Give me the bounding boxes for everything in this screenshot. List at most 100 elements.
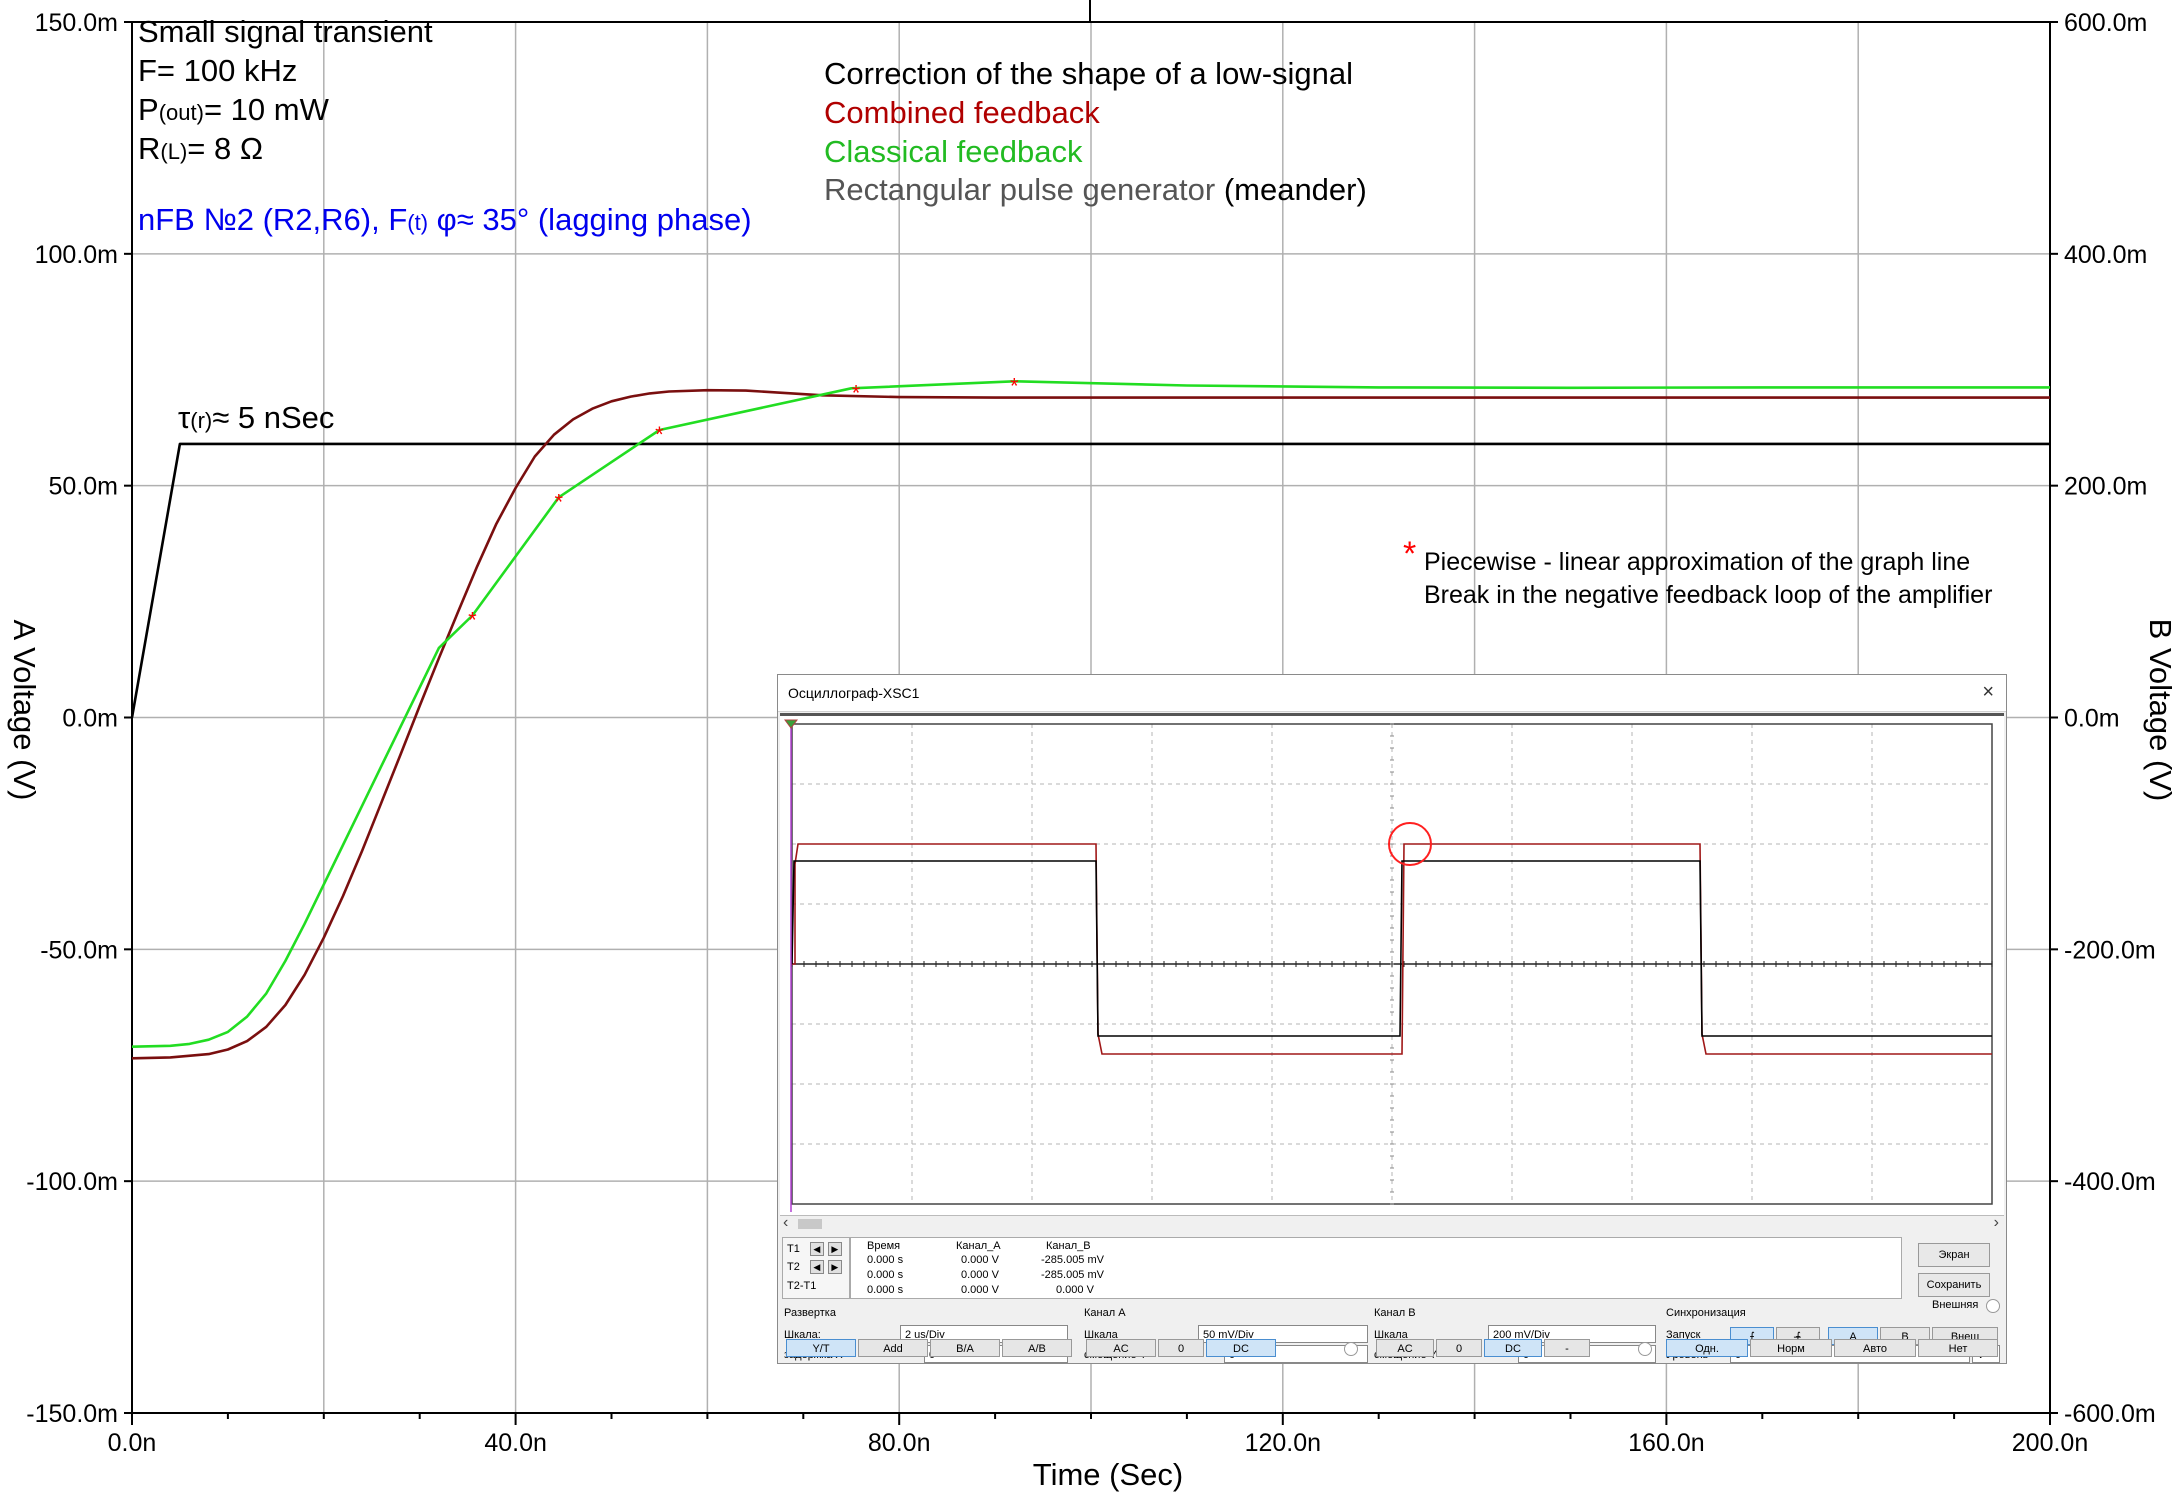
x-tick-label: 40.0n — [484, 1429, 547, 1457]
x-tick-label: 80.0n — [868, 1429, 931, 1457]
osc-cursor-marker-icon — [784, 719, 798, 729]
chart-ticks: 0.0n 40.0n 80.0n 120.0n 160.0n 200.0n 150.0m 10… — [26, 9, 2155, 1457]
oscilloscope-screen — [780, 713, 2004, 1216]
cursor-controls: T1 ◀ ▶ T2 ◀ ▶ T2-T1 — [782, 1237, 850, 1299]
approximation-marker: * — [852, 380, 861, 405]
t2-time: 0.000 s — [867, 1269, 904, 1281]
timebase-header: Развертка — [784, 1307, 836, 1319]
chart-markers: * * * * * — [468, 373, 1019, 632]
add-button[interactable]: Add — [858, 1339, 928, 1357]
header-channel-a: Канал_A — [956, 1240, 1001, 1252]
y-right-tick-label: 200.0m — [2064, 473, 2147, 501]
channel-b-zero-button[interactable]: 0 — [1436, 1339, 1482, 1357]
note-star: * — [1403, 535, 1416, 573]
annotation-pout: P(out)= 10 mW — [138, 92, 330, 127]
osc-highlight-circle — [1388, 822, 1432, 866]
annotation-frequency: F= 100 kHz — [138, 53, 297, 88]
y-left-tick-label: 100.0m — [35, 241, 118, 269]
y-right-tick-label: 400.0m — [2064, 241, 2147, 269]
y-left-tick-label: 0.0m — [62, 705, 118, 733]
approximation-marker: * — [1010, 373, 1019, 398]
x-tick-label: 0.0n — [108, 1429, 157, 1457]
t1-b: -285.005 mV — [1041, 1254, 1104, 1266]
annotation-rise-time: τ(r)≈ 5 nSec — [178, 400, 334, 435]
screen-button[interactable]: Экран — [1918, 1243, 1990, 1267]
scroll-left-icon[interactable]: ‹ — [783, 1214, 789, 1231]
channel-b-scale-label: Шкала — [1374, 1329, 1408, 1341]
y-left-tick-label: -150.0m — [26, 1400, 118, 1428]
approximation-marker: * — [554, 489, 563, 514]
cursor-t2-label: T2 — [787, 1261, 800, 1273]
y-left-tick-label: -100.0m — [26, 1168, 118, 1196]
y-axis-right-title: B Voltage (V) — [2143, 619, 2178, 802]
yt-button[interactable]: Y/T — [786, 1339, 856, 1357]
approximation-marker: * — [468, 607, 477, 632]
timebase-scale-label: Шкала: — [784, 1329, 821, 1341]
horizontal-scrollbar[interactable]: ‹ › — [780, 1214, 2004, 1232]
x-axis-title: Time (Sec) — [1033, 1457, 1183, 1492]
osc-channel-a-trace — [791, 860, 1992, 1037]
scroll-thumb[interactable] — [798, 1219, 822, 1229]
y-axis-left-title: A Voltage (V) — [7, 620, 42, 801]
y-left-tick-label: 50.0m — [49, 473, 118, 501]
t1-time: 0.000 s — [867, 1254, 904, 1266]
channel-b-minus-button[interactable]: - — [1544, 1339, 1590, 1357]
channel-b-dc-button[interactable]: DC — [1484, 1339, 1542, 1357]
delta-b: 0.000 V — [1056, 1284, 1094, 1296]
oscilloscope-title: Осциллограф-XSC1 — [788, 685, 920, 701]
t2-right-arrow-icon[interactable]: ▶ — [827, 1260, 842, 1274]
t1-left-arrow-icon[interactable]: ◀ — [809, 1242, 824, 1256]
trigger-auto-button[interactable]: Авто — [1834, 1339, 1916, 1357]
trigger-normal-button[interactable]: Норм — [1750, 1339, 1832, 1357]
y-right-tick-label: 0.0m — [2064, 705, 2120, 733]
x-tick-label: 160.0n — [1628, 1429, 1704, 1457]
cursor-delta-label: T2-T1 — [787, 1280, 817, 1292]
approximation-marker: * — [655, 422, 664, 447]
channel-a-ac-button[interactable]: AC — [1086, 1339, 1156, 1357]
header-time: Время — [867, 1240, 901, 1252]
note-line-1: Piecewise - linear approximation of the … — [1424, 548, 1970, 576]
trigger-none-button[interactable]: Нет — [1918, 1339, 1998, 1357]
note-line-2: Break in the negative feedback loop of t… — [1424, 581, 1992, 609]
channel-a-scale-field[interactable]: 50 mV/Div — [1198, 1325, 1368, 1343]
oscilloscope-window: Осциллограф-XSC1 × ‹ › T1 ◀ ▶ T2 ◀ ▶ T2-T1 В… — [777, 674, 2007, 1364]
t2-a: 0.000 V — [961, 1269, 999, 1281]
t1-a: 0.000 V — [961, 1254, 999, 1266]
annotation-nfb: nFB №2 (R2,R6), F(t) φ≈ 35° (lagging pha… — [138, 202, 752, 237]
t2-left-arrow-icon[interactable]: ◀ — [809, 1260, 824, 1274]
y-right-tick-label: -400.0m — [2064, 1168, 2156, 1196]
series-line-classical — [131, 379, 2050, 1048]
legend-combined: Combined feedback — [824, 95, 1100, 130]
y-left-tick-label: -50.0m — [40, 936, 118, 964]
trigger-header: Синхронизация — [1666, 1307, 1746, 1319]
channel-a-dc-button[interactable]: DC — [1206, 1339, 1276, 1357]
cursor-t1-label: T1 — [787, 1243, 800, 1255]
y-right-tick-label: 600.0m — [2064, 9, 2147, 37]
t1-right-arrow-icon[interactable]: ▶ — [827, 1242, 842, 1256]
cursor-readout: T1 ◀ ▶ T2 ◀ ▶ T2-T1 Время Канал_A Канал_B 0.… — [780, 1233, 2004, 1313]
legend-classical: Classical feedback — [824, 134, 1083, 169]
channel-a-header: Канал А — [1084, 1307, 1126, 1319]
save-button[interactable]: Сохранить — [1918, 1273, 1990, 1297]
chart-series — [130, 379, 2050, 1060]
close-icon[interactable]: × — [1982, 681, 1994, 703]
trigger-start-label: Запуск — [1666, 1329, 1701, 1341]
y-left-tick-label: 150.0m — [35, 9, 118, 37]
a-over-b-button[interactable]: A/B — [1002, 1339, 1072, 1357]
trigger-single-button[interactable]: Одн. — [1666, 1339, 1748, 1357]
oscilloscope-trace-area — [784, 719, 1993, 1212]
annotation-rl: R(L)= 8 Ω — [138, 131, 263, 166]
channel-a-zero-button[interactable]: 0 — [1158, 1339, 1204, 1357]
delta-a: 0.000 V — [961, 1284, 999, 1296]
measurement-table: Время Канал_A Канал_B 0.000 s 0.000 V -2… — [850, 1237, 1902, 1299]
legend-title: Correction of the shape of a low-signal — [824, 56, 1353, 91]
scroll-right-icon[interactable]: › — [1993, 1214, 1999, 1231]
external-radio[interactable] — [1986, 1299, 2000, 1313]
channel-a-radio[interactable] — [1344, 1342, 1358, 1356]
channel-b-radio[interactable] — [1638, 1342, 1652, 1356]
channel-b-ac-button[interactable]: AC — [1376, 1339, 1434, 1357]
delta-time: 0.000 s — [867, 1284, 904, 1296]
oscilloscope-titlebar[interactable]: Осциллограф-XSC1 × — [778, 675, 2006, 712]
b-over-a-button[interactable]: B/A — [930, 1339, 1000, 1357]
t2-b: -285.005 mV — [1041, 1269, 1104, 1281]
